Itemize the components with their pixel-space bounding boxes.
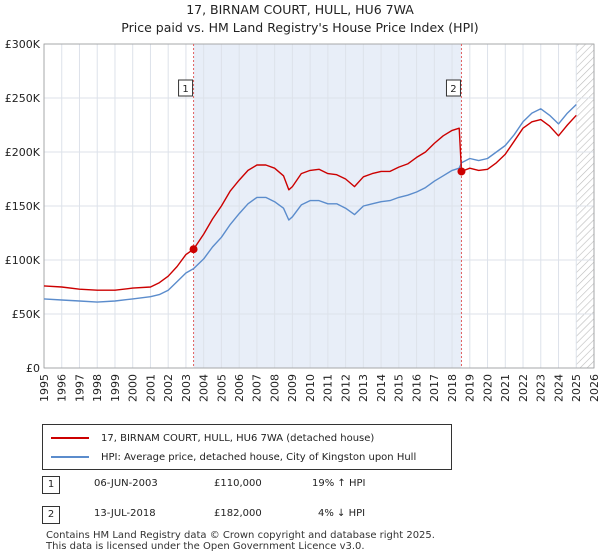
footer-licence: This data is licensed under the Open Gov… <box>46 541 365 552</box>
y-tick-label: £150K <box>5 200 41 213</box>
x-tick-label: 2018 <box>446 374 459 402</box>
transaction-row: 1 06-JUN-2003 £110,000 19% ↑ HPI <box>42 476 582 496</box>
transaction-hpi: 4% ↓ HPI <box>318 508 366 519</box>
sale-marker <box>189 245 198 254</box>
x-tick-label: 2008 <box>268 374 281 402</box>
y-tick-label: £250K <box>5 92 41 105</box>
chart-title: 17, BIRNAM COURT, HULL, HU6 7WA <box>186 2 414 17</box>
annotation-badge: 2 <box>445 79 461 97</box>
x-tick-label: 2019 <box>464 374 477 402</box>
transaction-row: 2 13-JUL-2018 £182,000 4% ↓ HPI <box>42 506 582 526</box>
x-tick-label: 2011 <box>322 374 335 402</box>
x-tick-label: 2024 <box>552 374 565 402</box>
x-tick-label: 2007 <box>251 374 264 402</box>
plot-frame <box>43 43 595 369</box>
legend-label-hpi: HPI: Average price, detached house, City… <box>101 451 417 463</box>
x-tick-label: 2015 <box>393 374 406 402</box>
x-tick-label: 2003 <box>180 374 193 402</box>
transaction-badge: 2 <box>42 506 60 524</box>
series-line-hpi <box>43 103 577 303</box>
x-tick-label: 2020 <box>481 374 494 402</box>
x-tick-label: 1996 <box>56 374 69 402</box>
footer-copyright: Contains HM Land Registry data © Crown c… <box>46 530 435 541</box>
footer: Contains HM Land Registry data © Crown c… <box>46 530 435 552</box>
y-tick-label: £50K <box>12 308 41 321</box>
transaction-badge: 1 <box>42 476 60 494</box>
x-tick-label: 2022 <box>517 374 530 402</box>
x-tick-label: 2025 <box>570 374 583 402</box>
x-tick-label: 2009 <box>286 374 299 402</box>
x-tick-label: 2010 <box>304 374 317 402</box>
y-tick-label: £0 <box>26 362 40 375</box>
price-chart: £0 £50K £100K £150K £200K £250K £300K 1995 1996 1… <box>5 38 600 402</box>
x-tick-label: 2017 <box>428 374 441 402</box>
x-tick-label: 2013 <box>357 374 370 402</box>
y-tick-label: £100K <box>5 254 41 267</box>
x-tick-label: 1997 <box>73 374 86 402</box>
x-tick-label: 2023 <box>535 374 548 402</box>
x-tick-label: 2012 <box>339 374 352 402</box>
transaction-price: £182,000 <box>214 508 262 519</box>
x-tick-label: 2021 <box>499 374 512 402</box>
transaction-date: 13-JUL-2018 <box>94 508 156 519</box>
x-tick-label: 1999 <box>109 374 122 402</box>
chart-subtitle: Price paid vs. HM Land Registry's House … <box>121 20 479 35</box>
transaction-date: 06-JUN-2003 <box>94 478 158 489</box>
legend: 17, BIRNAM COURT, HULL, HU6 7WA (detache… <box>42 424 452 470</box>
series-line-property <box>43 114 577 291</box>
annotation-badge-box <box>445 79 461 97</box>
x-tick-label: 2014 <box>375 374 388 402</box>
legend-swatch-hpi <box>51 456 89 458</box>
x-tick-label: 2004 <box>198 374 211 402</box>
transaction-hpi: 19% ↑ HPI <box>312 478 366 489</box>
y-tick-label: £300K <box>5 38 41 51</box>
y-tick-label: £200K <box>5 146 41 159</box>
x-tick-label: 2000 <box>127 374 140 402</box>
x-tick-label: 2026 <box>588 374 600 402</box>
annotation-badge-label: 1 <box>182 84 188 95</box>
x-tick-label: 1998 <box>91 374 104 402</box>
annotation-badge-box <box>178 79 194 97</box>
legend-item-hpi: HPI: Average price, detached house, City… <box>51 449 416 465</box>
x-tick-label: 2002 <box>162 374 175 402</box>
x-tick-label: 2016 <box>410 374 423 402</box>
x-tick-label: 2006 <box>233 374 246 402</box>
x-tick-label: 2005 <box>215 374 228 402</box>
transaction-price: £110,000 <box>214 478 262 489</box>
annotation-badge: 1 <box>178 79 194 97</box>
annotation-badge-label: 2 <box>450 84 456 95</box>
x-tick-label: 1995 <box>38 374 51 402</box>
x-tick-label: 2001 <box>144 374 157 402</box>
legend-item-property: 17, BIRNAM COURT, HULL, HU6 7WA (detache… <box>51 430 374 446</box>
sale-marker <box>457 167 466 176</box>
legend-label-property: 17, BIRNAM COURT, HULL, HU6 7WA (detache… <box>101 432 375 444</box>
legend-swatch-property <box>51 437 89 439</box>
